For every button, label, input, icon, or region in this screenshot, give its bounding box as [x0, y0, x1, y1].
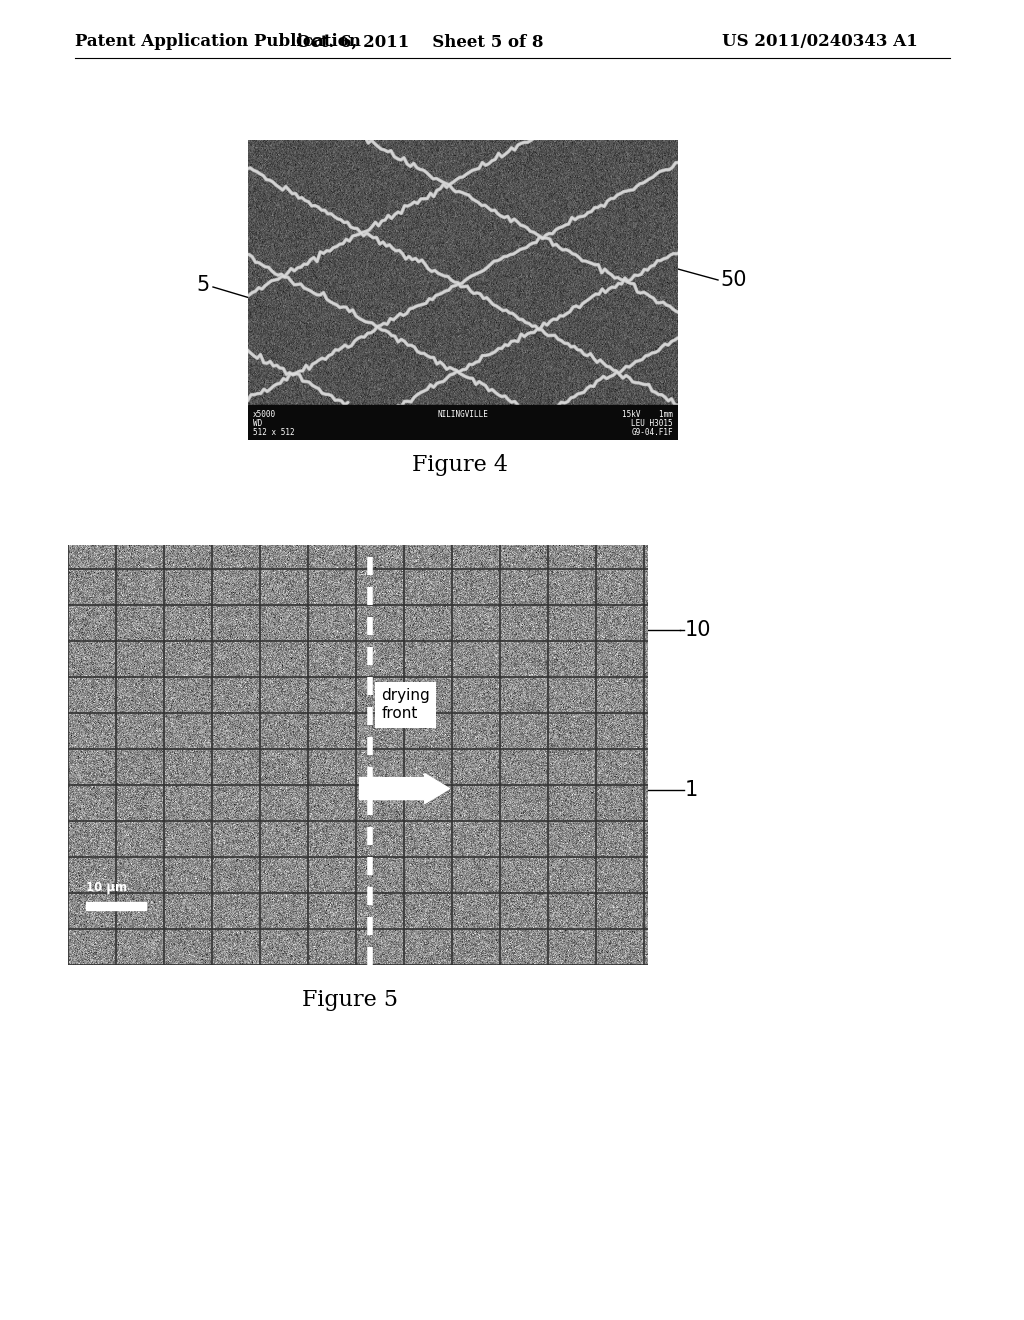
FancyArrow shape	[359, 774, 450, 804]
Text: Oct. 6, 2011    Sheet 5 of 8: Oct. 6, 2011 Sheet 5 of 8	[296, 33, 544, 50]
Text: US 2011/0240343 A1: US 2011/0240343 A1	[722, 33, 918, 50]
Text: Figure 5: Figure 5	[302, 989, 398, 1011]
Text: WD: WD	[253, 418, 262, 428]
Bar	[248, 405, 678, 440]
Text: 5: 5	[197, 275, 210, 294]
Text: Figure 4: Figure 4	[412, 454, 508, 477]
Text: drying
front: drying front	[382, 688, 430, 722]
Text: 10 μm: 10 μm	[86, 880, 127, 894]
Text: 15kV    1mm: 15kV 1mm	[623, 411, 673, 418]
Text: 1: 1	[685, 780, 698, 800]
Text: G9-04.F1F: G9-04.F1F	[632, 428, 673, 437]
Text: LEU H3015: LEU H3015	[632, 418, 673, 428]
Bar	[86, 902, 146, 909]
Text: 50: 50	[720, 271, 746, 290]
Text: NILINGVILLE: NILINGVILLE	[437, 411, 488, 418]
Text: x5000: x5000	[253, 411, 276, 418]
Text: 512 x 512: 512 x 512	[253, 428, 295, 437]
Text: Patent Application Publication: Patent Application Publication	[75, 33, 360, 50]
Text: 10: 10	[685, 620, 712, 640]
